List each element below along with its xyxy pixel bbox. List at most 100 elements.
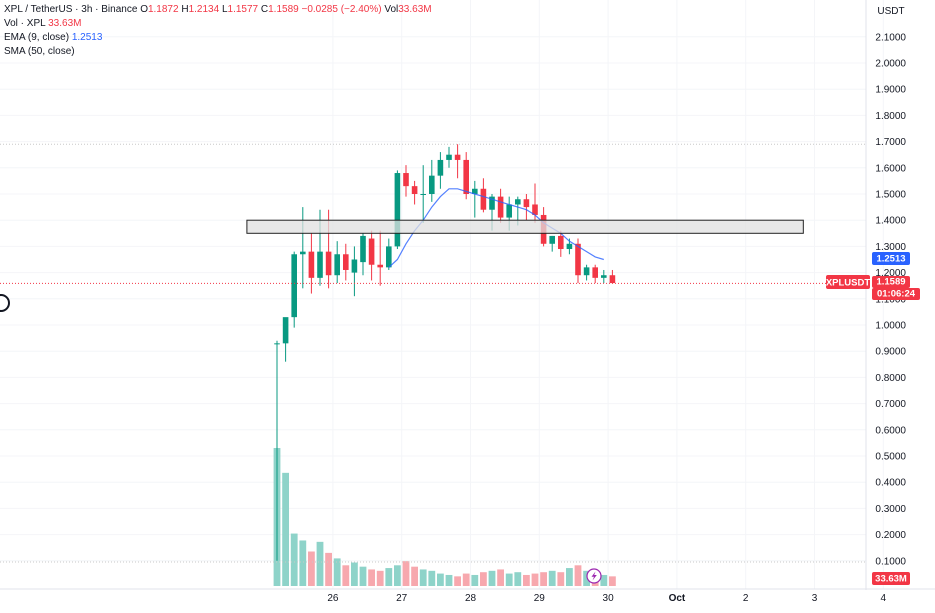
- y-tick-label: 0.6000: [875, 425, 906, 436]
- volume-bar: [402, 561, 410, 586]
- volume-bar: [557, 572, 565, 586]
- x-tick-label: 2: [743, 593, 749, 604]
- y-tick-label: 0.9000: [875, 347, 906, 358]
- countdown-badge: 01:06:24: [877, 289, 916, 300]
- candle-body: [274, 343, 280, 345]
- y-tick-label: 2.0000: [875, 59, 906, 70]
- ema-price-badge-bg: [872, 252, 910, 265]
- candle-body: [592, 267, 598, 278]
- candle-body: [532, 204, 538, 215]
- y-tick-label: 0.1000: [875, 556, 906, 567]
- low-value: 1.1577: [227, 4, 259, 15]
- resistance-zone-rectangle: [246, 219, 804, 234]
- volume-bar: [600, 574, 608, 586]
- candle-body: [506, 204, 512, 218]
- lightning-icon[interactable]: [586, 568, 602, 584]
- candle-body: [403, 173, 409, 187]
- candle-body: [566, 243, 573, 250]
- y-tick-label: 1.5000: [875, 190, 906, 201]
- y-tick-label: 1.4000: [875, 216, 906, 227]
- volume-badge-bg: [872, 572, 910, 585]
- volume-bar: [308, 551, 315, 586]
- candle-body: [411, 186, 418, 194]
- vol-label: Vol: [384, 4, 399, 15]
- volume-indicator-row[interactable]: Vol · XPL 33.63M: [4, 17, 432, 31]
- open-label: O: [140, 4, 148, 15]
- countdown-badge-bg: [872, 288, 920, 300]
- volume-bar: [514, 572, 522, 586]
- y-tick-label: 0.7000: [875, 399, 906, 410]
- volume-bar: [394, 565, 401, 586]
- candle-body: [472, 188, 478, 194]
- ema-indicator-row[interactable]: EMA (9, close) 1.2513: [4, 31, 432, 45]
- y-tick-label: 1.9000: [875, 85, 906, 96]
- y-tick-label: 2.1000: [875, 32, 906, 43]
- volume-bar: [316, 541, 324, 586]
- volume-bar: [411, 566, 418, 586]
- candle-body: [291, 254, 297, 318]
- symbol-label[interactable]: XPL / TetherUS · 3h · Binance: [4, 4, 138, 15]
- candle-body: [368, 238, 375, 265]
- candle-body: [523, 199, 530, 208]
- volume-bar: [437, 573, 444, 586]
- candles: [274, 144, 616, 561]
- candle-body: [325, 251, 332, 276]
- volume-bar: [359, 566, 367, 586]
- volume-bar: [462, 573, 470, 586]
- x-tick-label: 27: [396, 593, 408, 604]
- time-axis: 26 27 28 29 30 Oct 2 3 4: [327, 593, 886, 604]
- candle-body: [480, 188, 487, 210]
- last-price-badge: 1.1589: [876, 277, 905, 288]
- chart-legend: XPL / TetherUS · 3h · Binance O1.1872 H1…: [4, 3, 432, 59]
- close-label: C: [260, 4, 269, 15]
- volume-bar: [548, 570, 556, 586]
- volume-bar: [531, 573, 539, 586]
- volume-bar: [566, 568, 573, 586]
- x-tick-label: 3: [812, 593, 818, 604]
- volume-bar: [609, 576, 616, 586]
- x-tick-label: 4: [881, 593, 887, 604]
- volume-indicator-label: Vol · XPL: [4, 18, 46, 29]
- y-tick-label: 1.7000: [875, 137, 906, 148]
- currency-unit-button[interactable]: USDT: [877, 6, 905, 17]
- x-tick-label: 28: [465, 593, 477, 604]
- sma-indicator-row[interactable]: SMA (50, close): [4, 45, 432, 59]
- high-value: 1.2134: [188, 4, 220, 15]
- ema-price-badge: 1.2513: [876, 254, 905, 265]
- candle-body: [386, 246, 392, 268]
- volume-bar: [471, 574, 479, 586]
- change-value: −0.0285 (−2.40%): [301, 4, 382, 15]
- candle-body: [489, 196, 495, 210]
- volume-bar: [342, 565, 350, 586]
- y-tick-label: 0.5000: [875, 452, 906, 463]
- x-tick-label: Oct: [669, 593, 686, 604]
- candle-body: [377, 264, 383, 268]
- candle-body: [463, 159, 469, 194]
- symbol-badge-bg: [826, 275, 870, 289]
- sma-indicator-label: SMA (50, close): [4, 46, 75, 57]
- candle-body: [351, 259, 358, 273]
- drag-handle-icon[interactable]: [0, 294, 10, 312]
- high-label: H: [181, 4, 189, 15]
- candle-body: [583, 267, 590, 276]
- volume-bar: [333, 558, 341, 586]
- ema-indicator-label: EMA (9, close): [4, 32, 70, 43]
- open-value: 1.1872: [147, 4, 179, 15]
- candle-body: [515, 199, 521, 205]
- candle-body: [497, 196, 504, 218]
- volume-bar: [385, 568, 393, 586]
- y-tick-label: 1.3000: [875, 242, 906, 253]
- volume-badge: 33.63M: [875, 574, 907, 585]
- volume-bar: [376, 570, 384, 586]
- x-tick-label: 29: [534, 593, 546, 604]
- volume-bar: [419, 569, 427, 586]
- vol-value: 33.63M: [398, 4, 432, 15]
- y-tick-label: 0.3000: [875, 504, 906, 515]
- candle-body: [429, 175, 435, 194]
- ohlc-row: XPL / TetherUS · 3h · Binance O1.1872 H1…: [4, 3, 432, 17]
- low-label: L: [221, 4, 228, 15]
- y-tick-label: 0.2000: [875, 530, 906, 541]
- volume-bar: [583, 570, 590, 586]
